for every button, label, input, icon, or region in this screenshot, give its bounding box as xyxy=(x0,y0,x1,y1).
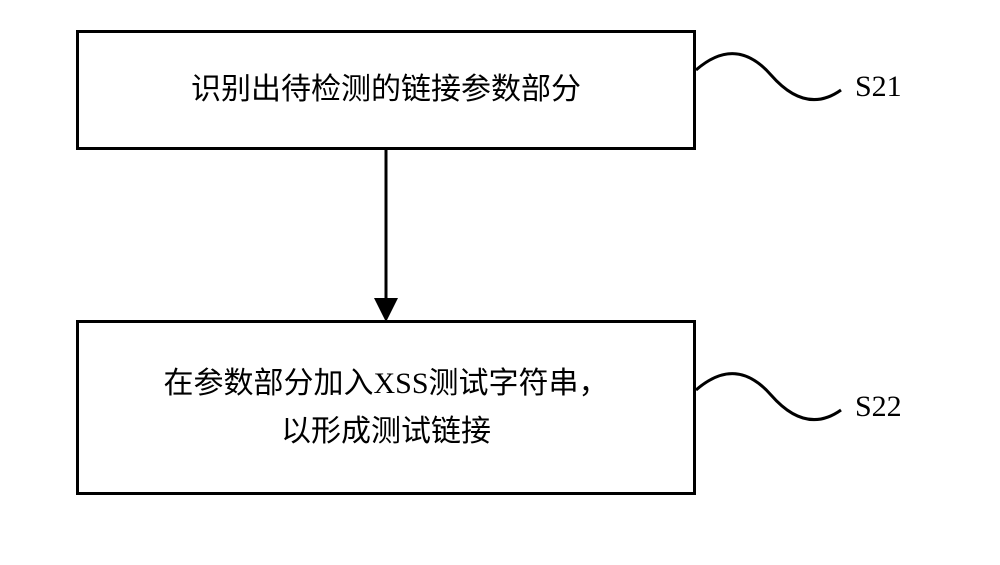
step-2-label: S22 xyxy=(855,390,902,424)
step-1-label: S21 xyxy=(855,70,902,104)
arrow-1-to-2 xyxy=(366,150,406,322)
flowchart-step-1: 识别出待检测的链接参数部分 xyxy=(76,30,696,150)
curve-connector-1 xyxy=(696,40,846,120)
curve-connector-2 xyxy=(696,360,846,440)
flowchart-step-2: 在参数部分加入XSS测试字符串，以形成测试链接 xyxy=(76,320,696,495)
step-1-text: 识别出待检测的链接参数部分 xyxy=(191,66,581,114)
step-2-text: 在参数部分加入XSS测试字符串，以形成测试链接 xyxy=(163,360,608,456)
